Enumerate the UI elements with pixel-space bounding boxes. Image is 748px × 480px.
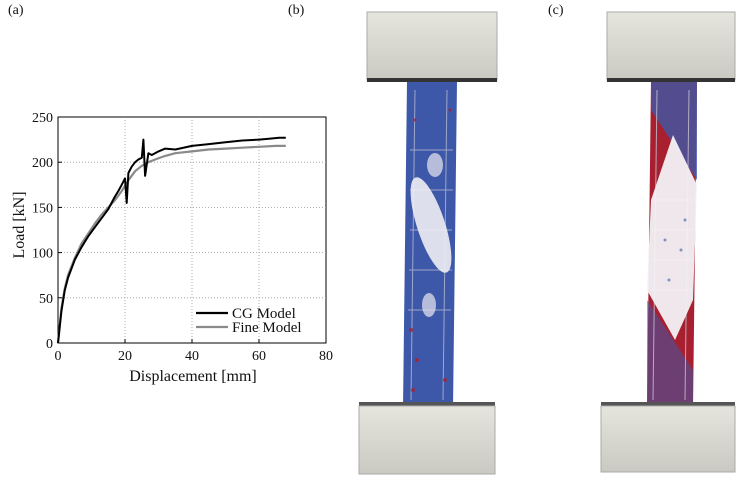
- y-tick-label: 250: [32, 111, 53, 126]
- bottom-loading-block: [358, 405, 496, 475]
- x-tick-label: 0: [55, 349, 62, 364]
- x-tick-label: 20: [118, 349, 132, 364]
- y-tick-labels: 0 50 100 150 200 250: [32, 111, 53, 352]
- crack-zone-white: [647, 135, 697, 340]
- top-loading-block: [606, 11, 736, 81]
- shear-band-white: [410, 177, 452, 273]
- y-tick-label: 150: [32, 201, 53, 216]
- damage-speckles: [409, 108, 452, 392]
- y-tick-label: 100: [32, 247, 53, 262]
- x-axis-label: Displacement [mm]: [129, 368, 257, 385]
- legend-label: Fine Model: [232, 320, 302, 336]
- x-tick-label: 60: [252, 349, 266, 364]
- legend-label: CG Model: [232, 306, 296, 322]
- y-tick-label: 200: [32, 156, 53, 171]
- y-tick-label: 0: [46, 337, 53, 352]
- panel-label-b: (b): [288, 3, 305, 18]
- top-loading-block: [366, 11, 498, 81]
- plot-frame: [57, 116, 327, 344]
- y-axis-label: Load [kN]: [11, 191, 28, 258]
- x-tick-label: 40: [185, 349, 199, 364]
- bottom-loading-block: [600, 405, 736, 473]
- panel-label-a: (a): [8, 3, 24, 18]
- y-tick-label: 50: [39, 292, 53, 307]
- x-tick-label: 80: [319, 349, 333, 364]
- x-tick-labels: 0 20 40 60 80: [55, 349, 334, 364]
- series-layer: [56, 136, 286, 344]
- plot-area: [57, 116, 327, 344]
- specimen-b: [358, 11, 498, 475]
- specimen-c: [600, 11, 736, 473]
- panel-label-c: (c): [548, 3, 564, 18]
- series-line-cg-model: [57, 136, 286, 344]
